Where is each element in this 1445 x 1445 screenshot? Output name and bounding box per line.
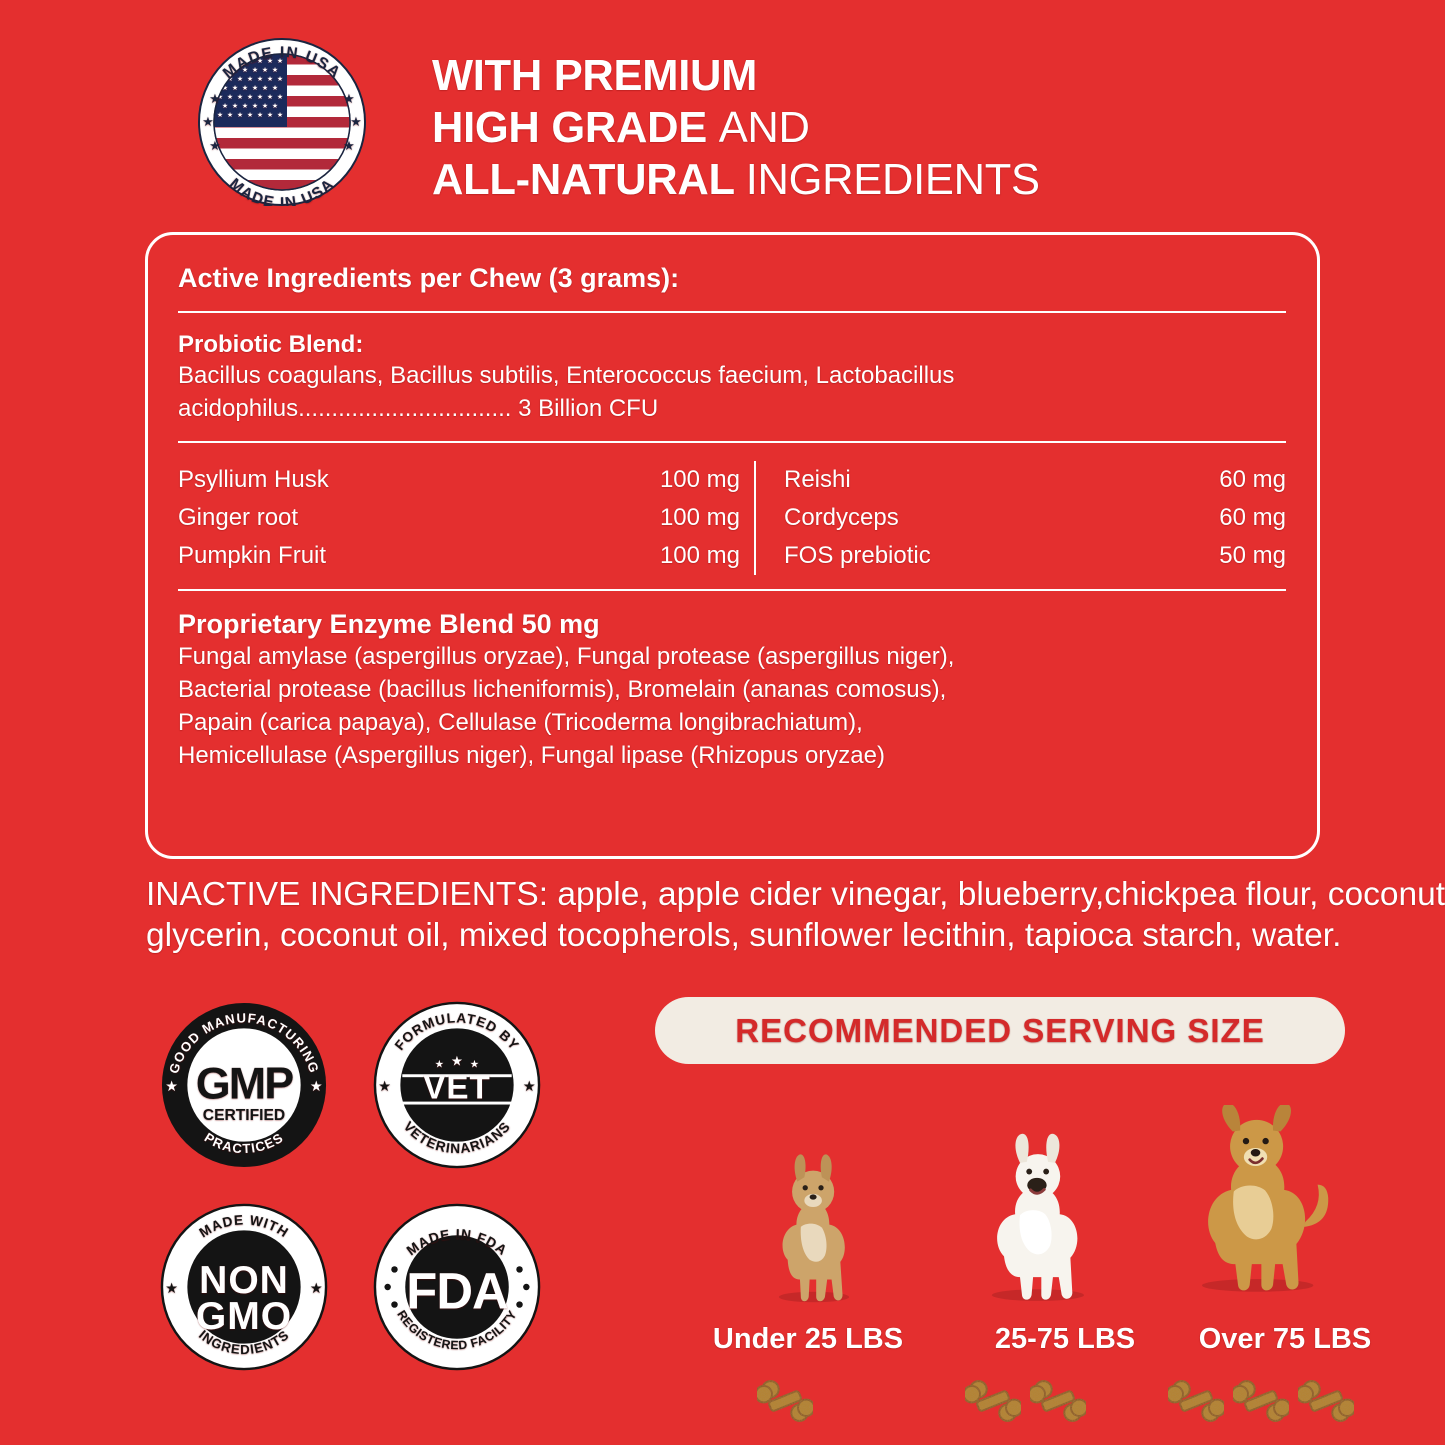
svg-text:★: ★ (435, 1058, 445, 1070)
svg-text:CERTIFIED: CERTIFIED (203, 1107, 285, 1124)
svg-text:★: ★ (470, 1058, 480, 1070)
svg-text:★: ★ (343, 91, 355, 106)
svg-text:★: ★ (165, 1281, 178, 1297)
svg-text:★: ★ (247, 75, 253, 83)
svg-text:★: ★ (247, 111, 253, 119)
svg-text:★: ★ (237, 93, 243, 101)
svg-text:★: ★ (272, 102, 278, 110)
svg-text:★: ★ (165, 1079, 178, 1095)
svg-text:★: ★ (277, 75, 283, 83)
svg-text:★: ★ (242, 84, 248, 92)
svg-text:★: ★ (277, 111, 283, 119)
svg-text:★: ★ (252, 84, 258, 92)
svg-text:★: ★ (267, 93, 273, 101)
svg-text:★: ★ (350, 114, 362, 129)
svg-text:GMP: GMP (196, 1058, 293, 1109)
svg-text:★: ★ (257, 75, 263, 83)
svg-text:★: ★ (262, 66, 268, 74)
svg-text:★: ★ (247, 93, 253, 101)
svg-text:★: ★ (272, 84, 278, 92)
svg-text:★: ★ (242, 102, 248, 110)
svg-text:★: ★ (209, 138, 221, 153)
svg-text:★: ★ (310, 1079, 323, 1095)
svg-text:★: ★ (237, 75, 243, 83)
svg-text:★: ★ (232, 102, 238, 110)
svg-text:★: ★ (262, 84, 268, 92)
svg-text:★: ★ (262, 102, 268, 110)
svg-text:★: ★ (252, 66, 258, 74)
svg-text:★: ★ (267, 111, 273, 119)
svg-text:★: ★ (252, 102, 258, 110)
svg-text:★: ★ (523, 1079, 536, 1095)
svg-text:★: ★ (209, 91, 221, 106)
svg-text:★: ★ (277, 93, 283, 101)
svg-text:FDA: FDA (406, 1262, 508, 1319)
svg-text:★: ★ (378, 1079, 391, 1095)
svg-text:★: ★ (257, 93, 263, 101)
svg-text:★: ★ (202, 114, 214, 129)
svg-text:★: ★ (343, 138, 355, 153)
svg-text:★: ★ (267, 75, 273, 83)
svg-text:★: ★ (257, 111, 263, 119)
svg-text:★: ★ (310, 1281, 323, 1297)
svg-text:VET: VET (423, 1070, 490, 1107)
svg-text:★: ★ (222, 102, 228, 110)
svg-text:★: ★ (451, 1053, 463, 1068)
svg-text:★: ★ (227, 111, 233, 119)
svg-text:★: ★ (272, 66, 278, 74)
svg-text:★: ★ (232, 84, 238, 92)
svg-text:★: ★ (217, 111, 223, 119)
svg-text:★: ★ (227, 93, 233, 101)
svg-text:★: ★ (237, 111, 243, 119)
